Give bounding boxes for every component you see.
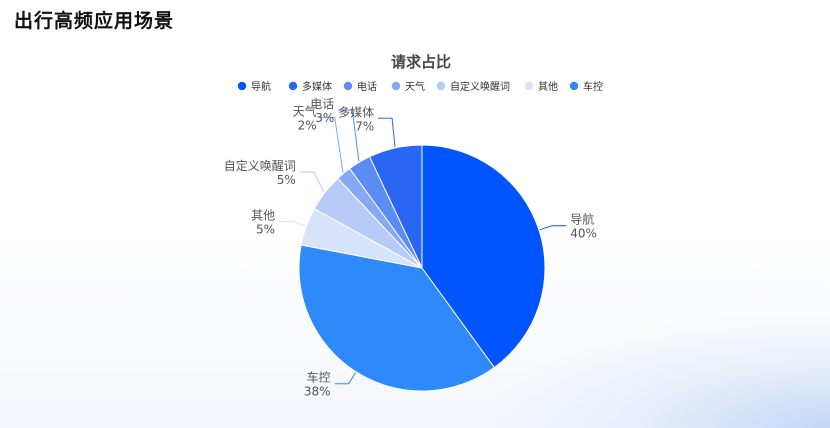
leader-line-vehicle-control <box>334 372 357 385</box>
slice-label-weather: 天气 <box>293 103 317 118</box>
pie-slice-vehicle-control[interactable] <box>298 244 495 392</box>
legend-item-media[interactable]: 多媒体 <box>288 80 332 93</box>
legend-item-phone[interactable]: 电话 <box>343 80 377 93</box>
legend-marker <box>436 81 446 91</box>
legend-item-wakeword[interactable]: 自定义唤醒词 <box>436 80 510 93</box>
legend-label: 天气 <box>405 80 425 93</box>
leader-line-media <box>378 117 396 148</box>
chart-title: 请求占比 <box>391 53 451 71</box>
leader-line-weather <box>320 116 344 173</box>
legend-label: 车控 <box>583 80 603 93</box>
slice-percent-wakeword: 5% <box>277 173 296 187</box>
legend-marker <box>524 81 534 91</box>
background-glow <box>500 318 830 428</box>
legend-marker <box>237 81 247 91</box>
slice-percent-media: 7% <box>355 119 374 133</box>
slice-label-wakeword: 自定义唤醒词 <box>224 158 296 173</box>
slice-percent-other: 5% <box>256 223 275 237</box>
page-title: 出行高频应用场景 <box>14 10 175 32</box>
legend-label: 多媒体 <box>302 80 332 93</box>
slice-percent-vehicle-control: 38% <box>304 385 331 399</box>
legend-item-other[interactable]: 其他 <box>524 80 558 93</box>
slice-label-nav: 导航 <box>570 212 594 227</box>
leader-line-other <box>279 221 306 227</box>
slice-percent-weather: 2% <box>298 118 317 132</box>
slice-percent-nav: 40% <box>570 227 597 241</box>
leader-line-nav <box>539 225 567 231</box>
legend-marker <box>391 81 401 91</box>
legend-item-vehicle-control[interactable]: 车控 <box>569 80 603 93</box>
legend-label: 导航 <box>251 80 271 93</box>
slice-label-vehicle-control: 车控 <box>307 370 331 385</box>
legend-label: 电话 <box>357 80 377 93</box>
pie-slice-nav[interactable] <box>421 144 546 369</box>
slice-label-other: 其他 <box>251 209 275 223</box>
leader-line-phone <box>338 109 360 162</box>
pie-slices <box>298 144 546 392</box>
legend-marker <box>569 81 579 91</box>
legend-marker <box>288 81 298 91</box>
chart-legend: 导航 多媒体 电话 天气 自定义唤醒词 其他 车控 <box>237 80 603 93</box>
leader-line-wakeword <box>299 171 325 193</box>
slice-label-phone: 电话 <box>310 97 334 111</box>
legend-label: 其他 <box>538 80 558 93</box>
slice-label-media: 多媒体 <box>338 105 374 119</box>
slice-percent-phone: 3% <box>315 111 334 125</box>
legend-marker <box>343 81 353 91</box>
legend-item-weather[interactable]: 天气 <box>391 80 425 93</box>
legend-label: 自定义唤醒词 <box>450 80 510 93</box>
pie-slice-media[interactable] <box>368 144 423 269</box>
legend-item-nav[interactable]: 导航 <box>237 80 271 93</box>
